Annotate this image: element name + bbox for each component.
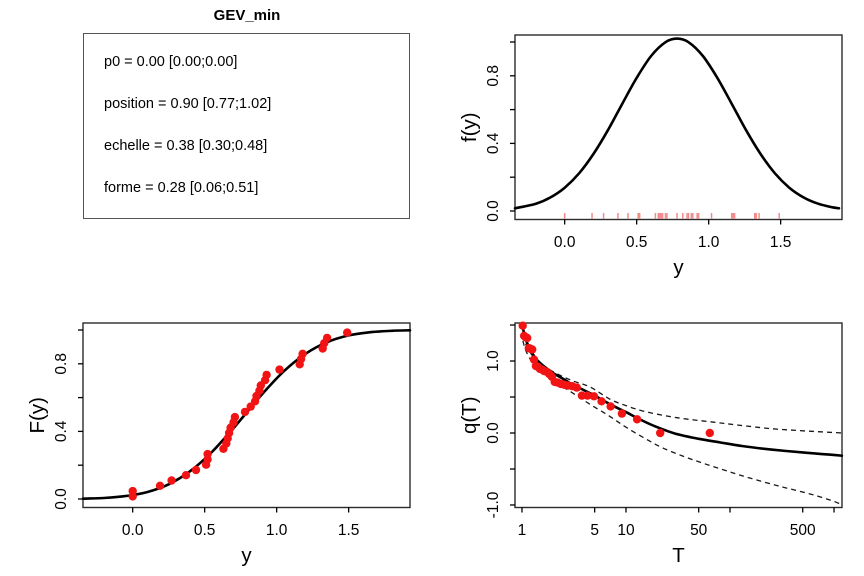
return-level-data-point: [529, 355, 539, 364]
cdf-data-point: [275, 365, 284, 374]
parameter-panel: GEV_min p0 = 0.00 [0.00;0.00] position =…: [0, 0, 432, 288]
cdf-data-point: [322, 333, 332, 343]
return-level-data-point: [531, 361, 541, 371]
cdf-y-tick-label: 0.0: [53, 488, 70, 510]
cdf-data-point: [181, 471, 191, 480]
return-level-x-tick-label: 500: [790, 522, 816, 539]
return-level-x-tick-label: 10: [617, 522, 635, 539]
density-fitted-curve: [513, 37, 841, 210]
cdf-data-point: [230, 412, 240, 422]
density-y-tick-label: 0.0: [485, 200, 502, 222]
cdf-data-point: [128, 486, 137, 496]
return-level-data-point: [705, 428, 714, 438]
return-level-x-tick-label: 1: [518, 522, 527, 539]
return-level-data-point: [518, 321, 527, 330]
return-level-data-point: [589, 392, 599, 401]
cdf-data-point: [262, 370, 271, 380]
return-level-data-point: [617, 409, 627, 418]
return-level-upper-band: [522, 334, 842, 434]
return-level-y-axis-title: q(T): [458, 396, 481, 434]
cdf-data-point: [240, 407, 250, 417]
return-level-data-point: [597, 397, 606, 406]
return-level-data-point: [519, 331, 529, 340]
return-level-data-point: [632, 415, 642, 424]
return-level-data-point: [606, 402, 615, 411]
return-level-frame: [514, 322, 843, 509]
density-y-axis-title: f(y): [458, 112, 481, 142]
return-level-x-tick-label: 5: [590, 522, 599, 539]
density-x-tick-label: 1.0: [698, 234, 720, 251]
param-position: position = 0.90 [0.77;1.02]: [104, 96, 272, 112]
cdf-data-point: [167, 476, 176, 485]
cdf-x-axis-title: y: [241, 544, 252, 567]
density-y-tick-label: 0.8: [485, 65, 502, 87]
cdf-panel: 0.0 0.5 1.0 1.5 0.0 0.4 0.8 y F(y): [0, 288, 432, 576]
return-level-y-tick-label: -1.0: [485, 491, 502, 518]
cdf-data-point: [298, 349, 307, 358]
return-level-lower-band: [522, 340, 843, 506]
return-level-x-axis-title: T: [672, 544, 685, 567]
parameter-box: p0 = 0.00 [0.00;0.00] position = 0.90 [0…: [83, 33, 410, 219]
return-level-data-point: [524, 343, 533, 353]
cdf-data-point: [191, 465, 201, 475]
density-x-axis-title: y: [673, 256, 684, 279]
cdf-data-point: [343, 328, 352, 337]
density-y-tick-label: 0.4: [485, 132, 502, 154]
cdf-y-axis-title: F(y): [26, 397, 49, 433]
density-frame: [514, 34, 843, 221]
cdf-x-tick-label: 0.5: [194, 522, 216, 539]
density-x-tick-label: 0.5: [626, 234, 648, 251]
cdf-y-tick-label: 0.4: [53, 420, 70, 442]
cdf-y-tick-label: 0.8: [53, 353, 70, 375]
cdf-x-tick-label: 1.5: [338, 522, 360, 539]
return-level-data-point: [577, 391, 587, 400]
return-level-plot-canvas: 1 5 10 50 500 -1.0 0.0 1.0 Tq(T): [458, 321, 844, 567]
param-echelle: echelle = 0.38 [0.30;0.48]: [104, 138, 268, 154]
return-level-fitted-curve: [520, 323, 844, 457]
density-panel: 0.0 0.5 1.0 1.5 0.0 0.4 0.8 y f(y): [432, 0, 864, 288]
return-level-y-tick-label: 1.0: [485, 350, 502, 372]
param-p0: p0 = 0.00 [0.00;0.00]: [104, 54, 238, 70]
cdf-x-tick-label: 1.0: [266, 522, 288, 539]
return-level-x-tick-label: 50: [690, 522, 708, 539]
return-level-y-tick-label: 0.0: [485, 422, 502, 444]
density-x-tick-label: 0.0: [554, 234, 576, 251]
figure-title: GEV_min: [213, 7, 281, 24]
cdf-x-tick-label: 0.0: [122, 522, 144, 539]
cdf-data-point: [155, 481, 165, 490]
cdf-frame: [82, 322, 411, 509]
density-plot-canvas: 0.0 0.5 1.0 1.5 0.0 0.4 0.8 y f(y): [458, 34, 843, 279]
density-x-tick-label: 1.5: [770, 234, 792, 251]
param-forme: forme = 0.28 [0.06;0.51]: [104, 180, 259, 196]
return-level-data-point: [656, 428, 665, 438]
cdf-plot-canvas: 0.0 0.5 1.0 1.5 0.0 0.4 0.8 y F(y): [26, 322, 412, 567]
cdf-data-point: [203, 449, 212, 459]
